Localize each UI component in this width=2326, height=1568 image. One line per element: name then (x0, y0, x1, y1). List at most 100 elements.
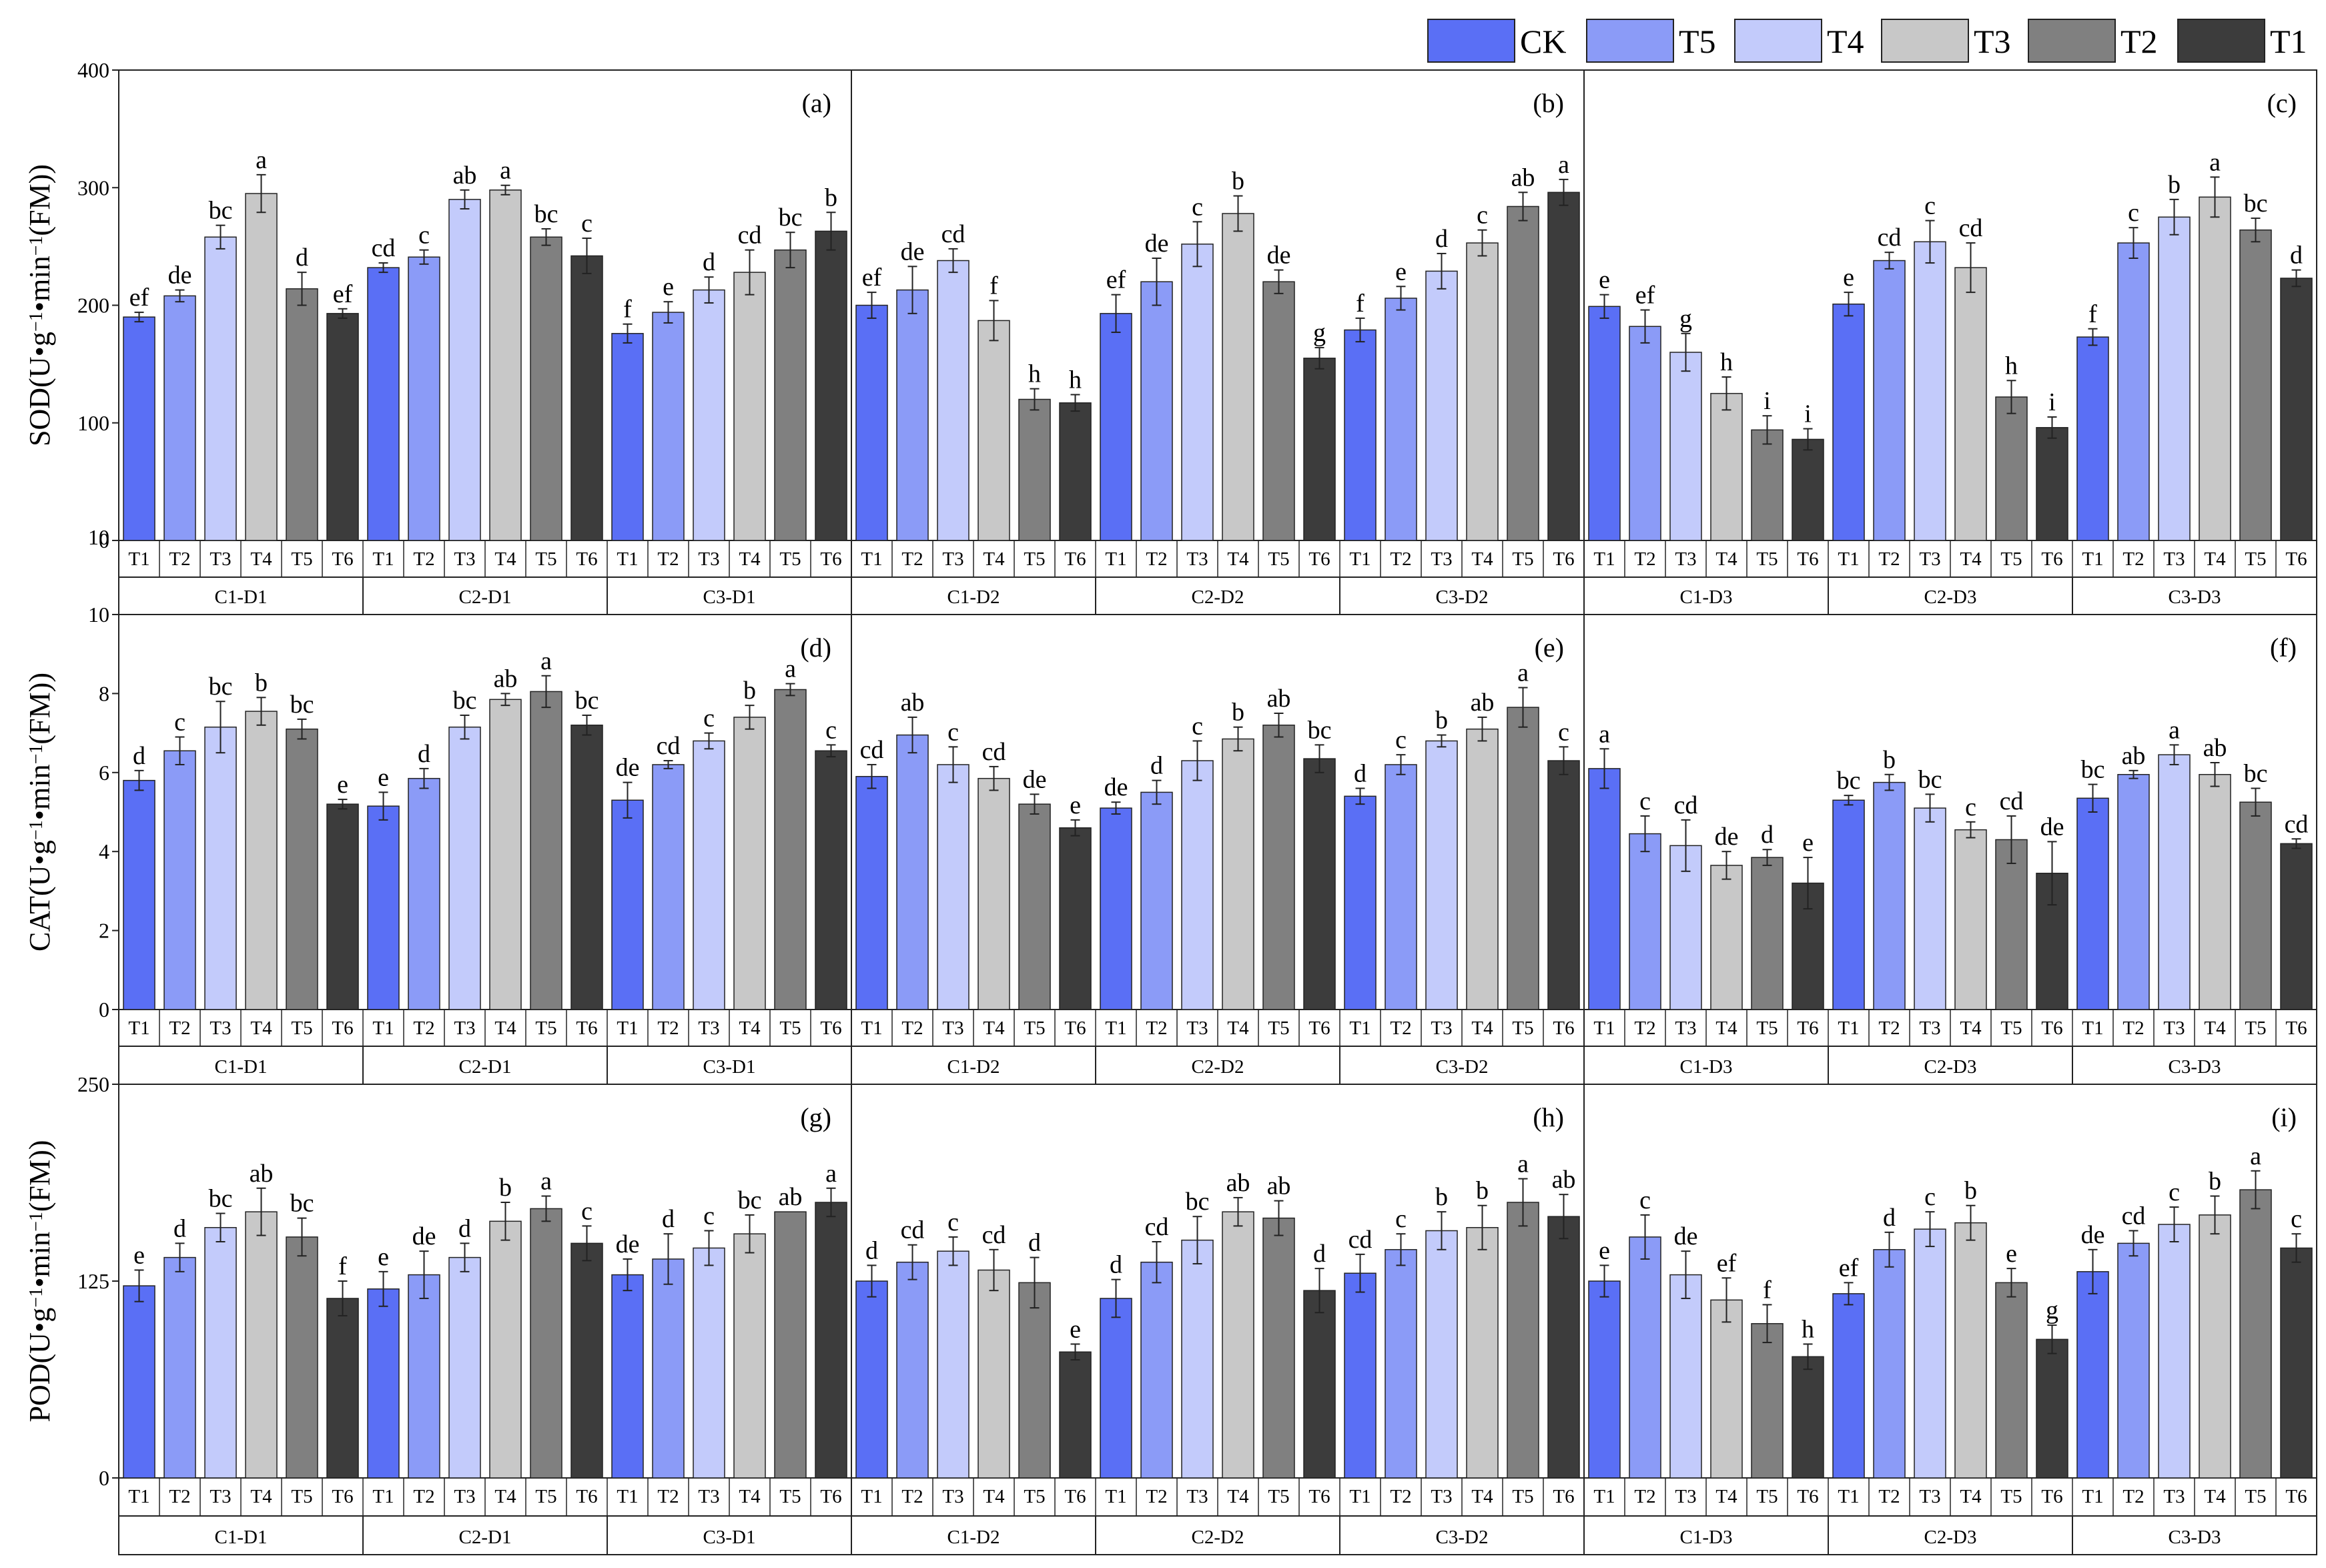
bar-t4 (1222, 213, 1254, 541)
significance-letter: d (173, 1214, 186, 1242)
xtick-label: T6 (1553, 1486, 1574, 1507)
xtick-label: T5 (1756, 1018, 1778, 1039)
significance-letter: f (338, 1252, 347, 1280)
bar-t5 (774, 689, 807, 1010)
xtick-label: T5 (779, 548, 801, 570)
significance-letter: b (1232, 699, 1244, 727)
bar-t2 (1140, 791, 1173, 1010)
bar-t4 (489, 189, 522, 541)
significance-letter: b (1435, 1183, 1448, 1211)
xtick-label: T6 (576, 1018, 597, 1039)
significance-letter: a (1558, 151, 1569, 179)
bar-t3 (937, 1250, 970, 1479)
bar-t1 (1344, 1272, 1377, 1479)
significance-letter: b (825, 183, 837, 212)
xtick-label: T6 (1308, 1486, 1330, 1507)
significance-letter: de (1674, 1222, 1698, 1250)
xtick-label: T4 (494, 548, 516, 570)
xtick-label: T4 (250, 1018, 272, 1039)
xtick-label: T3 (2163, 1486, 2185, 1507)
bar-t4 (489, 699, 522, 1010)
bar-t3 (448, 726, 481, 1010)
xtick-label: T6 (1797, 1018, 1818, 1039)
xtick-label: T5 (2000, 1018, 2022, 1039)
xtick-label: T2 (413, 548, 434, 570)
bar-t5 (1751, 429, 1784, 541)
xtick-label: T2 (1146, 1018, 1167, 1039)
significance-letter: a (825, 1160, 837, 1188)
significance-letter: h (1069, 366, 1082, 394)
xtick-label: T6 (576, 1486, 597, 1507)
bar-t5 (530, 1208, 562, 1479)
bar-t1 (1832, 303, 1865, 541)
significance-letter: e (2006, 1240, 2017, 1268)
bar-t4 (733, 717, 766, 1010)
significance-letter: c (1924, 1183, 1936, 1211)
sod-ytick-label-extra: 10 (88, 525, 109, 549)
significance-letter: e (1802, 829, 1814, 857)
significance-letter: a (2250, 1142, 2261, 1170)
significance-letter: i (2048, 388, 2056, 416)
xtick-label: T1 (1838, 1486, 1859, 1507)
panel-label: (h) (1533, 1102, 1564, 1132)
bar-t4 (978, 1269, 1010, 1479)
bar-t1 (1344, 795, 1377, 1010)
group-c2-d3: C2-D3 e T1 cd T2 c T3 cd T4 h T5 i T6 (1828, 192, 2073, 615)
xtick-label: T6 (1553, 1018, 1574, 1039)
group-label: C2-D1 (459, 586, 512, 608)
legend-label-ck: CK (1520, 23, 1566, 60)
bar-t5 (2239, 229, 2272, 541)
bar-t4 (2199, 1214, 2231, 1479)
xtick-label: T1 (1349, 548, 1371, 570)
significance-letter: e (1599, 1236, 1610, 1264)
xtick-label: T4 (494, 1486, 516, 1507)
pod-row: 0125250POD(U•g−1•min−1(FM))(g)C1-D1eT1dT… (23, 1072, 2317, 1555)
xtick-label: T6 (1797, 548, 1818, 570)
xtick-label: T3 (454, 1486, 475, 1507)
significance-letter: a (1599, 720, 1610, 748)
xtick-label: T1 (1349, 1018, 1371, 1039)
xtick-label: T6 (1308, 1018, 1330, 1039)
panel-b: (b)C1-D2efT1deT2cdT3fT4hT5hT6C2-D2efT1de… (851, 70, 1585, 615)
significance-letter: b (2209, 1168, 2221, 1196)
ylabel-superscript: −1 (26, 1288, 47, 1308)
cat-ytick-label: 4 (99, 839, 109, 863)
group-c3-d1: C3-D1 de T1 cd T2 c T3 b T4 a T5 c T6 (607, 655, 852, 1084)
bar-t1 (367, 1288, 400, 1479)
group-c3-d2: C3-D2 f T1 e T2 d T3 c T4 ab T5 a T6 (1339, 151, 1585, 615)
significance-letter: a (785, 655, 796, 683)
significance-letter: ab (1552, 1166, 1576, 1194)
xtick-label: T6 (2041, 1018, 2062, 1039)
group-c3-d3: C3-D3 de T1 cd T2 c T3 b T4 a T5 c T6 (2072, 1142, 2317, 1555)
xtick-label: T6 (2285, 1486, 2307, 1507)
xtick-label: T4 (1715, 548, 1737, 570)
group-c2-d2: C2-D2 d T1 cd T2 bc T3 ab T4 ab T5 d T6 (1095, 1169, 1340, 1555)
xtick-label: T5 (1268, 548, 1289, 570)
significance-letter: c (1192, 712, 1203, 740)
bar-t5 (1018, 398, 1051, 541)
significance-letter: cd (2000, 787, 2024, 815)
xtick-label: T4 (983, 1486, 1005, 1507)
group-label: C3-D3 (2169, 1527, 2221, 1548)
significance-letter: ef (333, 280, 353, 308)
group-c1-d3: C1-D3 e T1 ef T2 g T3 h T4 i T5 i T6 (1588, 266, 1829, 608)
bar-t3 (937, 260, 970, 541)
ylabel-part: CAT(U•g (23, 840, 56, 951)
panel-label: (b) (1533, 88, 1564, 118)
bar-t3 (1914, 807, 1946, 1010)
bar-t4 (2199, 774, 2231, 1010)
xtick-label: T6 (1553, 548, 1574, 570)
significance-letter: bc (209, 197, 233, 225)
significance-letter: c (825, 716, 837, 744)
xtick-label: T4 (250, 548, 272, 570)
xtick-label: T2 (2122, 1018, 2144, 1039)
significance-letter: a (500, 157, 511, 185)
xtick-label: T3 (1675, 1486, 1696, 1507)
xtick-label: T3 (210, 548, 231, 570)
significance-letter: bc (453, 687, 477, 715)
ylabel-part: •min (23, 764, 56, 820)
bar-t3 (2158, 754, 2191, 1010)
bar-t6 (815, 1202, 847, 1479)
bar-t5 (1995, 396, 2028, 541)
